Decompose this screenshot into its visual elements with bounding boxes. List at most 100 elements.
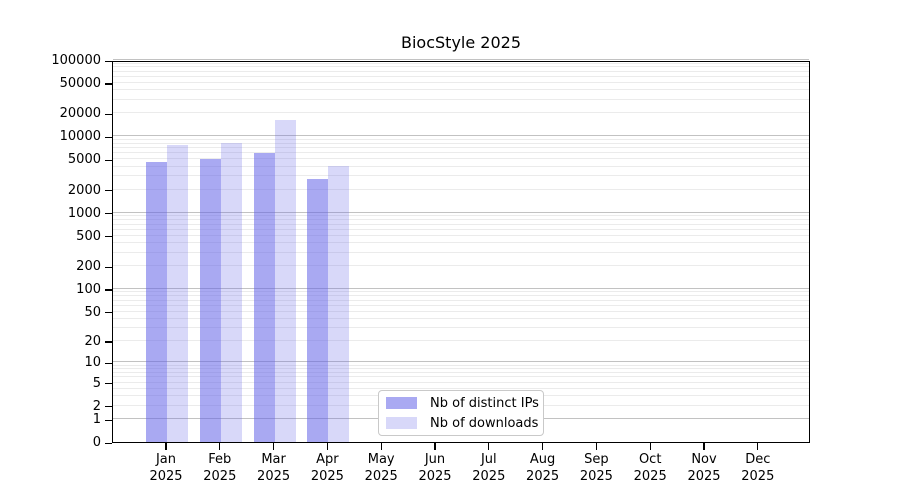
- major-gridline: [113, 59, 809, 60]
- y-tick-label: 20: [84, 333, 101, 349]
- x-axis: Jan 2025 Feb 2025 Mar 2025 Apr 2025 May 2025 Jun 20…: [112, 443, 810, 500]
- y-tick-label: 50000: [59, 75, 101, 91]
- minor-gridline: [113, 89, 809, 91]
- minor-gridline: [113, 70, 809, 72]
- x-tick-label: Jul 2025: [472, 452, 506, 484]
- y-axis: 0 1 2 5 10 20 50 100 200 500 1000 2000 5000 10000 2000…: [0, 53, 112, 450]
- y-tick-label: 500: [76, 228, 101, 244]
- y-tick-label: 50: [84, 304, 101, 320]
- minor-gridline: [113, 368, 809, 370]
- minor-gridline: [113, 251, 809, 253]
- bar-distinct-ips: [253, 153, 275, 442]
- legend-swatch-distinct-ips: [386, 397, 417, 409]
- x-tick-label: Dec 2025: [741, 452, 775, 484]
- minor-gridline: [113, 147, 809, 149]
- legend-label-downloads: Nb of downloads: [430, 415, 539, 431]
- y-tick-label: 5000: [67, 152, 101, 168]
- y-tick-label: 20000: [59, 106, 101, 122]
- y-tick-mark: [105, 383, 112, 385]
- x-tick-mark: [380, 443, 382, 450]
- minor-gridline: [113, 223, 809, 225]
- x-tick-mark: [488, 443, 490, 450]
- minor-gridline: [113, 158, 809, 160]
- x-tick-label: Nov 2025: [687, 452, 721, 484]
- y-tick-mark: [105, 113, 112, 116]
- minor-gridline: [113, 327, 809, 329]
- y-tick-label: 10: [84, 355, 101, 371]
- minor-gridline: [113, 82, 809, 83]
- x-tick-label: Feb 2025: [203, 452, 237, 484]
- minor-gridline: [113, 62, 809, 64]
- y-tick-mark: [105, 60, 112, 62]
- x-tick-label: Jan 2025: [149, 452, 183, 484]
- bar-downloads: [167, 145, 188, 442]
- minor-gridline: [113, 364, 809, 366]
- bar-downloads: [274, 120, 296, 442]
- x-tick-mark: [757, 443, 759, 450]
- minor-gridline: [113, 152, 809, 154]
- minor-gridline: [113, 75, 809, 77]
- y-tick-mark: [105, 419, 112, 421]
- bar-distinct-ips: [199, 158, 221, 442]
- x-tick-mark: [649, 443, 651, 450]
- legend-item-downloads: Nb of downloads: [379, 416, 543, 431]
- y-tick-label: 2: [92, 398, 101, 414]
- y-tick-mark: [105, 406, 112, 408]
- major-gridline: [113, 287, 809, 289]
- x-tick-label: Jun 2025: [418, 452, 452, 484]
- y-tick-mark: [105, 190, 112, 192]
- minor-gridline: [113, 188, 809, 190]
- x-tick-mark: [165, 443, 167, 450]
- y-tick-mark: [105, 159, 112, 162]
- minor-gridline: [113, 317, 809, 319]
- x-tick-label: Aug 2025: [526, 452, 560, 484]
- y-tick-mark: [105, 289, 112, 291]
- x-tick-label: Mar 2025: [257, 452, 291, 484]
- bar-downloads: [328, 165, 350, 442]
- y-tick-mark: [105, 362, 112, 365]
- minor-gridline: [113, 219, 809, 221]
- minor-gridline: [113, 234, 809, 236]
- minor-gridline: [113, 381, 809, 383]
- minor-gridline: [113, 299, 809, 301]
- minor-gridline: [113, 98, 809, 100]
- legend-item-distinct-ips: Nb of distinct IPs: [379, 396, 543, 411]
- x-tick-label: Oct 2025: [633, 452, 667, 484]
- x-tick-mark: [219, 443, 221, 450]
- y-tick-mark: [105, 236, 112, 238]
- minor-gridline: [113, 387, 809, 389]
- x-tick-mark: [273, 443, 275, 450]
- y-tick-mark: [105, 341, 112, 343]
- bar-downloads: [220, 142, 242, 442]
- minor-gridline: [113, 112, 809, 114]
- y-tick-label: 1: [92, 412, 101, 427]
- legend-swatch-downloads: [386, 417, 417, 429]
- minor-gridline: [113, 242, 809, 244]
- y-tick-mark: [105, 83, 112, 85]
- y-tick-mark: [105, 312, 112, 314]
- minor-gridline: [113, 291, 809, 293]
- x-tick-label: Sep 2025: [579, 452, 613, 484]
- minor-gridline: [113, 265, 809, 267]
- major-gridline: [113, 211, 809, 213]
- bar-distinct-ips: [146, 162, 167, 442]
- minor-gridline: [113, 175, 809, 177]
- minor-gridline: [113, 376, 809, 378]
- minor-gridline: [113, 295, 809, 297]
- minor-gridline: [113, 66, 809, 68]
- x-tick-label: May 2025: [364, 452, 398, 484]
- y-tick-label: 10000: [59, 129, 101, 145]
- y-tick-mark: [105, 266, 112, 268]
- x-tick-mark: [595, 443, 597, 450]
- minor-gridline: [113, 165, 809, 167]
- y-tick-mark: [105, 442, 112, 444]
- y-tick-label: 1000: [67, 205, 101, 221]
- x-tick-mark: [326, 443, 328, 450]
- bar-distinct-ips: [307, 178, 329, 442]
- minor-gridline: [113, 215, 809, 217]
- x-tick-label: Apr 2025: [310, 452, 344, 484]
- y-tick-label: 100000: [51, 53, 101, 68]
- y-tick-mark: [105, 213, 112, 215]
- major-gridline: [113, 135, 809, 137]
